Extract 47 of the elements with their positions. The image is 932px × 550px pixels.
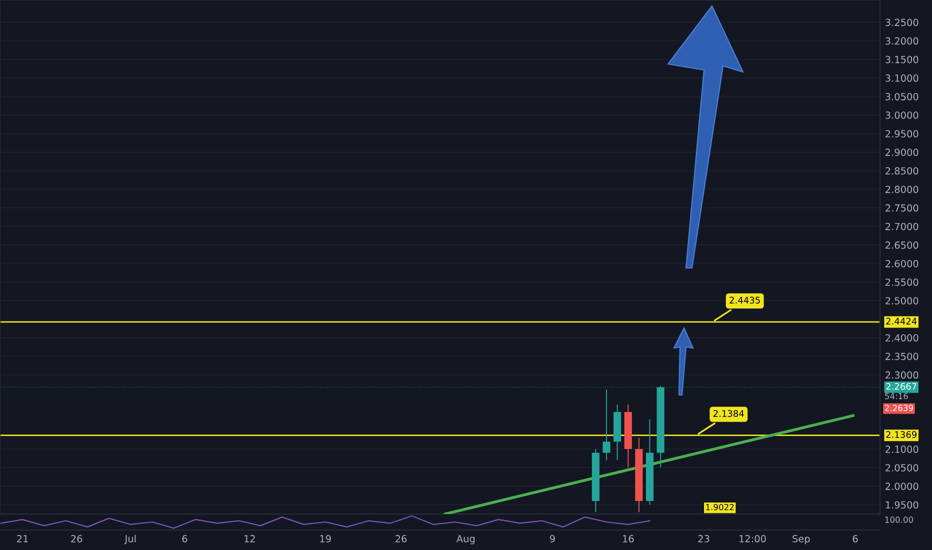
y-tick-label: 3.2500 — [886, 18, 918, 26]
y-tick-label: 2.8000 — [886, 186, 918, 194]
text: 54:16 — [885, 392, 908, 400]
x-tick-label: Jul — [124, 534, 136, 544]
y-tick-label: 2.7000 — [886, 222, 918, 230]
y-tick-label: 2.3000 — [886, 371, 918, 379]
y-tick-label: 2.5000 — [886, 297, 918, 304]
ref-line-label: 2.2667 — [886, 382, 916, 390]
x-tick-label: 6 — [182, 535, 188, 542]
y-tick-label: 2.3500 — [886, 352, 918, 360]
x-tick-label: Sep — [792, 535, 810, 544]
y-tick-label: 2.1000 — [886, 446, 918, 453]
y-tick-label: 2.6000 — [886, 260, 918, 268]
y-tick-label: 2.9500 — [886, 130, 918, 138]
y-tick-label: 1.9500 — [886, 501, 918, 509]
x-tick-label: 12 — [244, 535, 255, 542]
y-tick-label: 2.7500 — [886, 204, 918, 212]
x-tick-label: 21 — [17, 535, 28, 542]
y-tick-label: 2.9000 — [886, 148, 918, 156]
y-tick-label: 2.0500 — [886, 464, 918, 472]
text: 100.00 — [885, 516, 914, 523]
annotation: 1.9022 — [706, 504, 734, 510]
candlestick — [602, 389, 610, 461]
y-tick-label: 3.1500 — [886, 56, 918, 64]
x-tick-label: 16 — [623, 535, 634, 542]
x-tick-label: 9 — [550, 535, 555, 542]
x-tick-label: Aug — [456, 535, 475, 544]
y-tick-label: 2.5500 — [886, 278, 918, 286]
x-tick-label: 6 — [852, 535, 858, 542]
annotation: 2.4435 — [730, 296, 760, 304]
y-tick-label: 3.0500 — [886, 92, 918, 100]
annotation: 2.1384 — [713, 410, 744, 417]
text: 2.2639 — [885, 404, 913, 412]
x-tick-label: 26 — [396, 535, 407, 542]
y-tick-label: 3.1000 — [886, 74, 918, 82]
y-tick-label: 2.4000 — [886, 334, 918, 342]
x-tick-label: 23 — [698, 535, 710, 542]
y-tick-label: 3.0000 — [886, 112, 918, 119]
x-tick-label: 26 — [71, 535, 82, 542]
y-tick-label: 2.0000 — [886, 482, 918, 490]
x-tick-label: 19 — [320, 535, 331, 542]
y-tick-label: 3.2000 — [886, 37, 918, 45]
y-tick-label: 2.8500 — [886, 167, 918, 175]
y-tick-label: 2.6500 — [886, 241, 918, 249]
ref-line-label: 2.1369 — [886, 431, 917, 438]
ref-line-label: 2.4424 — [886, 318, 917, 324]
x-tick-label: 12:00 — [740, 535, 766, 542]
